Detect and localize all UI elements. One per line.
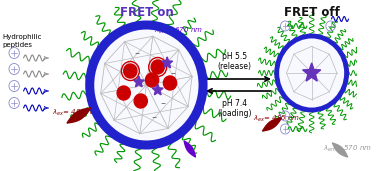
Polygon shape [152,84,163,95]
Text: −: − [151,115,156,120]
Circle shape [163,76,177,90]
Circle shape [93,28,200,142]
Text: Hydrophilic
peptides: Hydrophilic peptides [2,35,41,48]
Polygon shape [303,63,321,81]
Polygon shape [332,143,347,157]
Circle shape [279,38,345,108]
Text: −: − [123,67,128,71]
Text: $\lambda_{em}$= 570 nm: $\lambda_{em}$= 570 nm [323,144,372,154]
Polygon shape [162,57,172,68]
Polygon shape [67,108,91,123]
Circle shape [151,60,164,74]
Polygon shape [263,118,282,131]
Text: pH 7.4
(loading): pH 7.4 (loading) [217,99,251,118]
Circle shape [124,64,137,78]
Text: pH 5.5
(release): pH 5.5 (release) [217,52,251,71]
Text: −: − [117,87,122,91]
Polygon shape [133,76,144,87]
Text: FRET on: FRET on [119,6,173,19]
Polygon shape [184,141,195,157]
Text: FRET off: FRET off [284,6,339,19]
Circle shape [117,86,130,100]
Text: $\lambda_{em}$= 670 nm: $\lambda_{em}$= 670 nm [154,26,203,36]
Text: $\lambda_{ex}$= 485 nm: $\lambda_{ex}$= 485 nm [253,114,300,124]
Text: −: − [161,101,166,106]
Text: −: − [170,70,175,76]
Text: −: − [134,50,139,56]
Text: $\lambda_{ex}$= 485 nm: $\lambda_{ex}$= 485 nm [52,108,99,118]
Circle shape [134,94,147,108]
Circle shape [146,73,159,87]
